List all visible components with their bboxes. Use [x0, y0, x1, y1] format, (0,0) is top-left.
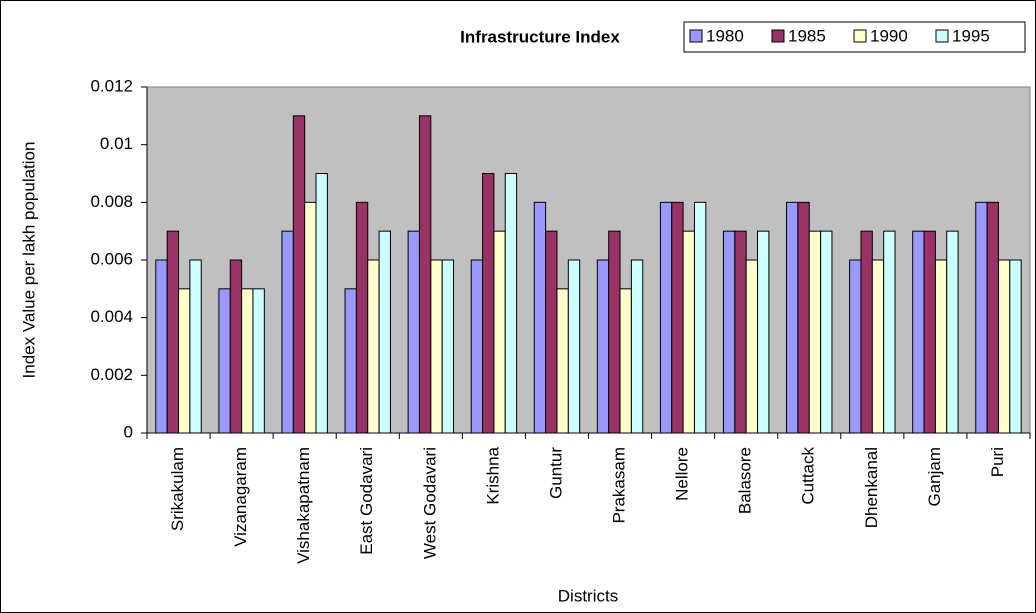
y-tick-label: 0.004 [90, 307, 133, 326]
legend-swatch [771, 29, 785, 43]
bar [355, 201, 369, 434]
bar [218, 288, 231, 434]
bar [418, 115, 432, 434]
bar [630, 259, 644, 434]
y-axis-label: Index Value per lakh population [19, 142, 38, 379]
x-tick-label: Balasore [736, 447, 755, 514]
bar [975, 201, 988, 434]
bar [923, 230, 936, 434]
bar [252, 288, 265, 434]
bar [934, 259, 948, 434]
bar [378, 230, 391, 434]
bar [304, 201, 317, 434]
bar [533, 201, 547, 434]
bar [1009, 259, 1022, 434]
bar [229, 259, 243, 434]
bar [407, 230, 420, 434]
bar [682, 230, 695, 434]
x-tick-label: Vishakapatnam [294, 447, 313, 564]
x-tick-label: Srikakulam [168, 447, 187, 531]
x-tick-label: East Godavari [357, 447, 376, 555]
bar [441, 259, 455, 434]
bar [619, 288, 632, 434]
bar [567, 259, 581, 434]
legend-label: 1980 [706, 26, 744, 45]
bar [470, 259, 484, 434]
x-axis-label: Districts [558, 586, 618, 605]
bar [292, 115, 306, 434]
legend-swatch [853, 29, 867, 43]
bar [946, 230, 959, 434]
y-tick-label: 0.012 [90, 76, 133, 95]
y-tick-label: 0.008 [90, 192, 133, 211]
x-tick-label: Krishna [483, 446, 502, 504]
bar [166, 230, 180, 434]
bar [849, 259, 862, 434]
bar [671, 201, 684, 434]
bar [493, 230, 506, 434]
bar [659, 201, 673, 434]
bar [997, 259, 1011, 434]
bar [482, 173, 495, 434]
legend-label: 1995 [952, 26, 990, 45]
bar [178, 288, 191, 434]
x-tick-label: Vizanagaram [231, 447, 250, 547]
bar [367, 259, 380, 434]
bar [722, 230, 736, 434]
legend-label: 1985 [788, 26, 826, 45]
bar [883, 230, 896, 434]
chart-title: Infrastructure Index [460, 27, 620, 46]
bar [693, 201, 707, 434]
bar [745, 259, 759, 434]
bar [986, 201, 999, 434]
bar [912, 230, 925, 434]
y-tick-label: 0 [124, 422, 133, 441]
bar [430, 259, 443, 434]
x-tick-label: Dhenkanal [862, 447, 881, 528]
bar [797, 201, 810, 434]
bar [155, 259, 168, 434]
legend-label: 1990 [870, 26, 908, 45]
bar [241, 288, 254, 434]
x-tick-label: Puri [988, 447, 1007, 477]
bar [281, 230, 294, 434]
bar [545, 230, 558, 434]
bar [189, 259, 202, 434]
x-tick-label: Prakasam [610, 447, 629, 524]
y-tick-label: 0.002 [90, 365, 133, 384]
bar [315, 173, 328, 434]
legend-swatch [935, 29, 949, 43]
bar [344, 288, 357, 434]
bar [734, 230, 747, 434]
y-tick-label: 0.006 [90, 249, 133, 268]
bar [757, 230, 770, 434]
bar [608, 230, 621, 434]
x-tick-label: Nellore [673, 447, 692, 501]
bar [504, 173, 518, 434]
y-tick-label: 0.01 [100, 134, 133, 153]
x-tick-label: Cuttack [799, 447, 818, 505]
bar [820, 230, 833, 434]
bar [871, 259, 885, 434]
bar [556, 288, 569, 434]
bar [860, 230, 873, 434]
x-tick-label: Ganjam [925, 447, 944, 507]
bar [808, 230, 822, 434]
bar [596, 259, 610, 434]
bar [786, 201, 799, 434]
x-tick-label: West Godavari [420, 447, 439, 559]
plot-area [146, 86, 1031, 434]
x-tick-label: Guntur [546, 447, 565, 499]
legend-swatch [689, 29, 703, 43]
